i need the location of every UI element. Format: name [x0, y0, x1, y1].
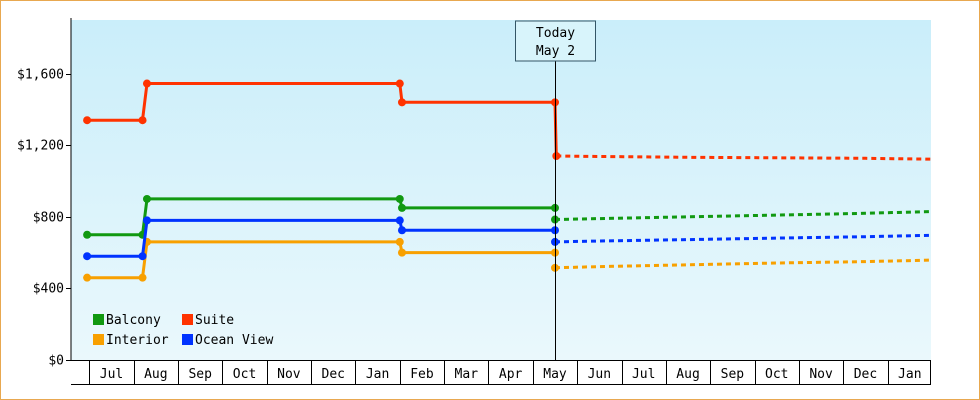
y-tick-label-800: $800	[33, 211, 64, 226]
series-suite-point	[395, 79, 404, 88]
series-balcony-point	[395, 194, 404, 203]
legend-label-oceanview: Ocean View	[195, 333, 273, 348]
x-tick-label-11: Jun	[588, 367, 611, 382]
series-suite-point	[397, 98, 406, 107]
legend-label-interior: Interior	[106, 333, 169, 348]
series-oceanview-point	[83, 252, 92, 261]
series-suite-point	[552, 152, 561, 160]
legend-swatch-interior	[93, 334, 104, 345]
x-tick-label-12: Jul	[632, 367, 655, 382]
legend-swatch-suite	[182, 314, 193, 325]
today-label-line2: May 2	[536, 44, 575, 59]
x-tick-label-18: Jan	[898, 367, 921, 382]
x-tick-label-13: Aug	[676, 367, 699, 382]
x-tick-label-6: Jan	[366, 367, 389, 382]
series-oceanview-point	[142, 216, 151, 225]
y-tick-label-1200: $1,200	[17, 139, 64, 154]
series-suite-point	[83, 116, 92, 125]
today-label-box	[515, 20, 596, 62]
series-oceanview-history-line	[87, 218, 555, 258]
legend-label-balcony: Balcony	[106, 313, 161, 328]
x-tick-label-5: Dec	[322, 367, 345, 382]
series-interior-point	[138, 273, 147, 282]
legend-swatch-balcony	[93, 314, 104, 325]
series-balcony-point	[83, 230, 92, 239]
series-interior-point	[397, 248, 406, 257]
plot-area	[71, 20, 931, 360]
series-suite-point	[142, 79, 151, 88]
series-interior-forecast-line	[554, 258, 933, 270]
legend-swatch-oceanview	[182, 334, 193, 345]
series-interior-history-line	[87, 240, 555, 280]
x-tick-label-15: Oct	[765, 367, 788, 382]
series-oceanview-point	[395, 216, 404, 225]
y-tick-label-400: $400	[33, 282, 64, 297]
series-balcony-point	[397, 203, 406, 212]
series-oceanview-point	[397, 226, 406, 235]
x-tick-label-16: Nov	[809, 367, 833, 382]
y-tick-label-0: $0	[48, 354, 64, 369]
series-interior-point	[395, 237, 404, 246]
series-interior-point	[83, 273, 92, 282]
series-balcony-point	[142, 194, 151, 203]
series-oceanview-forecast-line	[554, 233, 933, 244]
y-tick-label-1600: $1,600	[17, 68, 64, 83]
x-tick-label-10: May	[543, 367, 567, 382]
x-tick-label-0: Jul	[100, 367, 123, 382]
series-suite-point	[138, 116, 147, 125]
x-tick-label-4: Nov	[277, 367, 301, 382]
series-oceanview-point	[138, 252, 147, 261]
x-tick-label-8: Mar	[455, 367, 479, 382]
series-balcony-forecast-line	[554, 210, 933, 221]
x-tick-label-1: Aug	[144, 367, 167, 382]
x-tick-label-7: Feb	[410, 367, 434, 382]
today-label-line1: Today	[536, 26, 575, 41]
x-tick-label-9: Apr	[499, 367, 523, 382]
x-tick-label-2: Sep	[188, 367, 212, 382]
series-balcony-history-line	[87, 197, 555, 237]
x-tick-label-17: Dec	[854, 367, 877, 382]
x-tick-label-14: Sep	[721, 367, 745, 382]
legend-label-suite: Suite	[195, 313, 234, 328]
x-tick-label-3: Oct	[233, 367, 256, 382]
